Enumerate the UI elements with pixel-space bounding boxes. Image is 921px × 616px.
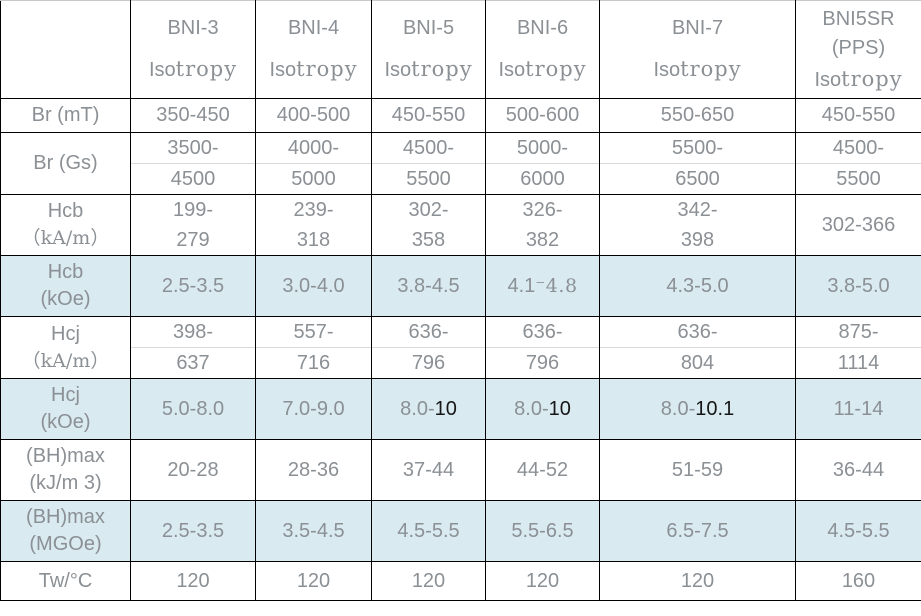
table-cell: 4.1⁻4.8 — [485, 255, 600, 317]
column-title: BNI5SR — [822, 7, 895, 30]
table-cell: 8.0-10.1 — [599, 378, 796, 440]
column-isotropy-label: Isotropy — [384, 56, 473, 81]
table-cell: 3.8-4.5 — [371, 255, 486, 317]
column-title: BNI-3 — [167, 17, 219, 40]
table-cell: 6.5-7.5 — [599, 500, 796, 562]
table-cell: 3.8-5.0 — [795, 255, 921, 317]
table-cell: 239- 318 — [255, 194, 372, 256]
table-row-br-mt: Br (mT) 350-450 400-500 450-550 500-600 … — [0, 98, 921, 133]
table-cell: 302-366 — [795, 194, 921, 256]
table-cell: 636- 796 — [485, 316, 600, 379]
header-row: BNI-3 Isotropy BNI-4 Isotropy BNI-5 Isotrop… — [0, 0, 921, 99]
table-cell: 500-600 — [485, 98, 600, 133]
table-row-br-gs: Br (Gs) 3500- 4500 4000- 5000 4500- 5500 50… — [0, 132, 921, 195]
table-cell: 160 — [795, 561, 921, 601]
table-cell: 8.0-10 — [485, 378, 600, 440]
table-cell: 557- 716 — [255, 316, 372, 379]
table-cell: 636- 796 — [371, 316, 486, 379]
corner-cell — [0, 0, 131, 99]
column-header-bni5sr-pps: BNI5SR (PPS) Isotropy — [795, 0, 921, 99]
column-isotropy-label: Isotropy — [148, 56, 238, 81]
table-cell: 37-44 — [371, 439, 486, 501]
column-subtitle: (PPS) — [831, 37, 886, 59]
table-cell: 3.0-4.0 — [255, 255, 372, 317]
column-title: BNI-6 — [516, 17, 569, 40]
table-cell: 120 — [485, 561, 600, 601]
row-label: Hcb (kOe) — [0, 255, 131, 317]
table-cell: 302- 358 — [371, 194, 486, 256]
table-cell: 875- 1114 — [795, 316, 921, 379]
row-label: Br (Gs) — [0, 132, 131, 195]
column-header-bni-5: BNI-5 Isotropy — [371, 0, 486, 99]
table-cell: 550-650 — [599, 98, 796, 133]
table-cell: 342- 398 — [599, 194, 796, 256]
table-cell: 398- 637 — [130, 316, 256, 379]
magnet-specs-table: BNI-3 Isotropy BNI-4 Isotropy BNI-5 Isotrop… — [0, 0, 921, 601]
table-row-tw: Tw/°C 120 120 120 120 120 160 — [0, 561, 921, 601]
table-cell: 3500- 4500 — [130, 132, 256, 195]
table-row-bhmax-mgoe: (BH)max (MGOe) 2.5-3.5 3.5-4.5 4.5-5.5 5.… — [0, 500, 921, 562]
table-cell: 350-450 — [130, 98, 256, 133]
table-cell: 3.5-4.5 — [255, 500, 372, 562]
table-row-bhmax-kj: (BH)max (kJ/m 3) 20-28 28-36 37-44 44-52 … — [0, 439, 921, 501]
column-isotropy-label: Isotropy — [653, 56, 742, 81]
table-cell: 4500- 5500 — [371, 132, 486, 195]
table-cell: 400-500 — [255, 98, 372, 133]
table-row-hcb-koe: Hcb (kOe) 2.5-3.5 3.0-4.0 3.8-4.5 4.1⁻4.8… — [0, 255, 921, 317]
table-cell: 2.5-3.5 — [130, 255, 256, 317]
table-row-hcb-kam: Hcb （kA/m） 199- 279 239- 318 302- 358 326- 38… — [0, 194, 921, 256]
table-cell: 20-28 — [130, 439, 256, 501]
table-cell: 450-550 — [371, 98, 486, 133]
table-cell: 120 — [130, 561, 256, 601]
table-cell: 636- 804 — [599, 316, 796, 379]
row-label: Hcb （kA/m） — [0, 194, 131, 256]
column-title: BNI-7 — [671, 17, 724, 40]
table-cell: 8.0-10 — [371, 378, 486, 440]
column-header-bni-7: BNI-7 Isotropy — [599, 0, 796, 99]
column-isotropy-label: Isotropy — [498, 56, 587, 81]
table-cell: 450-550 — [795, 98, 921, 133]
table-cell: 120 — [255, 561, 372, 601]
column-title: BNI-5 — [402, 17, 455, 40]
table-cell: 44-52 — [485, 439, 600, 501]
table-cell: 36-44 — [795, 439, 921, 501]
column-title: BNI-4 — [287, 17, 340, 40]
row-label: (BH)max (kJ/m 3) — [0, 439, 131, 501]
table-row-hcj-koe: Hcj (kOe) 5.0-8.0 7.0-9.0 8.0-10 8.0-10 8… — [0, 378, 921, 440]
table-cell: 4.3-5.0 — [599, 255, 796, 317]
table-cell: 199- 279 — [130, 194, 256, 256]
table-cell: 120 — [599, 561, 796, 601]
row-label: Hcj (kOe) — [0, 378, 131, 440]
table-cell: 4.5-5.5 — [371, 500, 486, 562]
column-isotropy-label: Isotropy — [814, 66, 903, 91]
table-cell: 5.5-6.5 — [485, 500, 600, 562]
table-cell: 4.5-5.5 — [795, 500, 921, 562]
column-header-bni-4: BNI-4 Isotropy — [255, 0, 372, 99]
table-cell: 4000- 5000 — [255, 132, 372, 195]
table-cell: 7.0-9.0 — [255, 378, 372, 440]
column-header-bni-3: BNI-3 Isotropy — [130, 0, 256, 99]
row-label: Tw/°C — [0, 561, 131, 601]
row-label: (BH)max (MGOe) — [0, 500, 131, 562]
table-cell: 51-59 — [599, 439, 796, 501]
row-label: Br (mT) — [0, 98, 131, 133]
table-cell: 2.5-3.5 — [130, 500, 256, 562]
table-cell: 326- 382 — [485, 194, 600, 256]
table-cell: 4500- 5500 — [795, 132, 921, 195]
table-cell: 28-36 — [255, 439, 372, 501]
table-cell: 120 — [371, 561, 486, 601]
column-header-bni-6: BNI-6 Isotropy — [485, 0, 600, 99]
table-row-hcj-kam: Hcj （kA/m） 398- 637 557- 716 636- 796 636- 79… — [0, 316, 921, 379]
table-cell: 11-14 — [795, 378, 921, 440]
table-cell: 5000- 6000 — [485, 132, 600, 195]
row-label: Hcj （kA/m） — [0, 316, 131, 379]
table-cell: 5.0-8.0 — [130, 378, 256, 440]
column-isotropy-label: Isotropy — [269, 56, 358, 81]
table-cell: 5500- 6500 — [599, 132, 796, 195]
